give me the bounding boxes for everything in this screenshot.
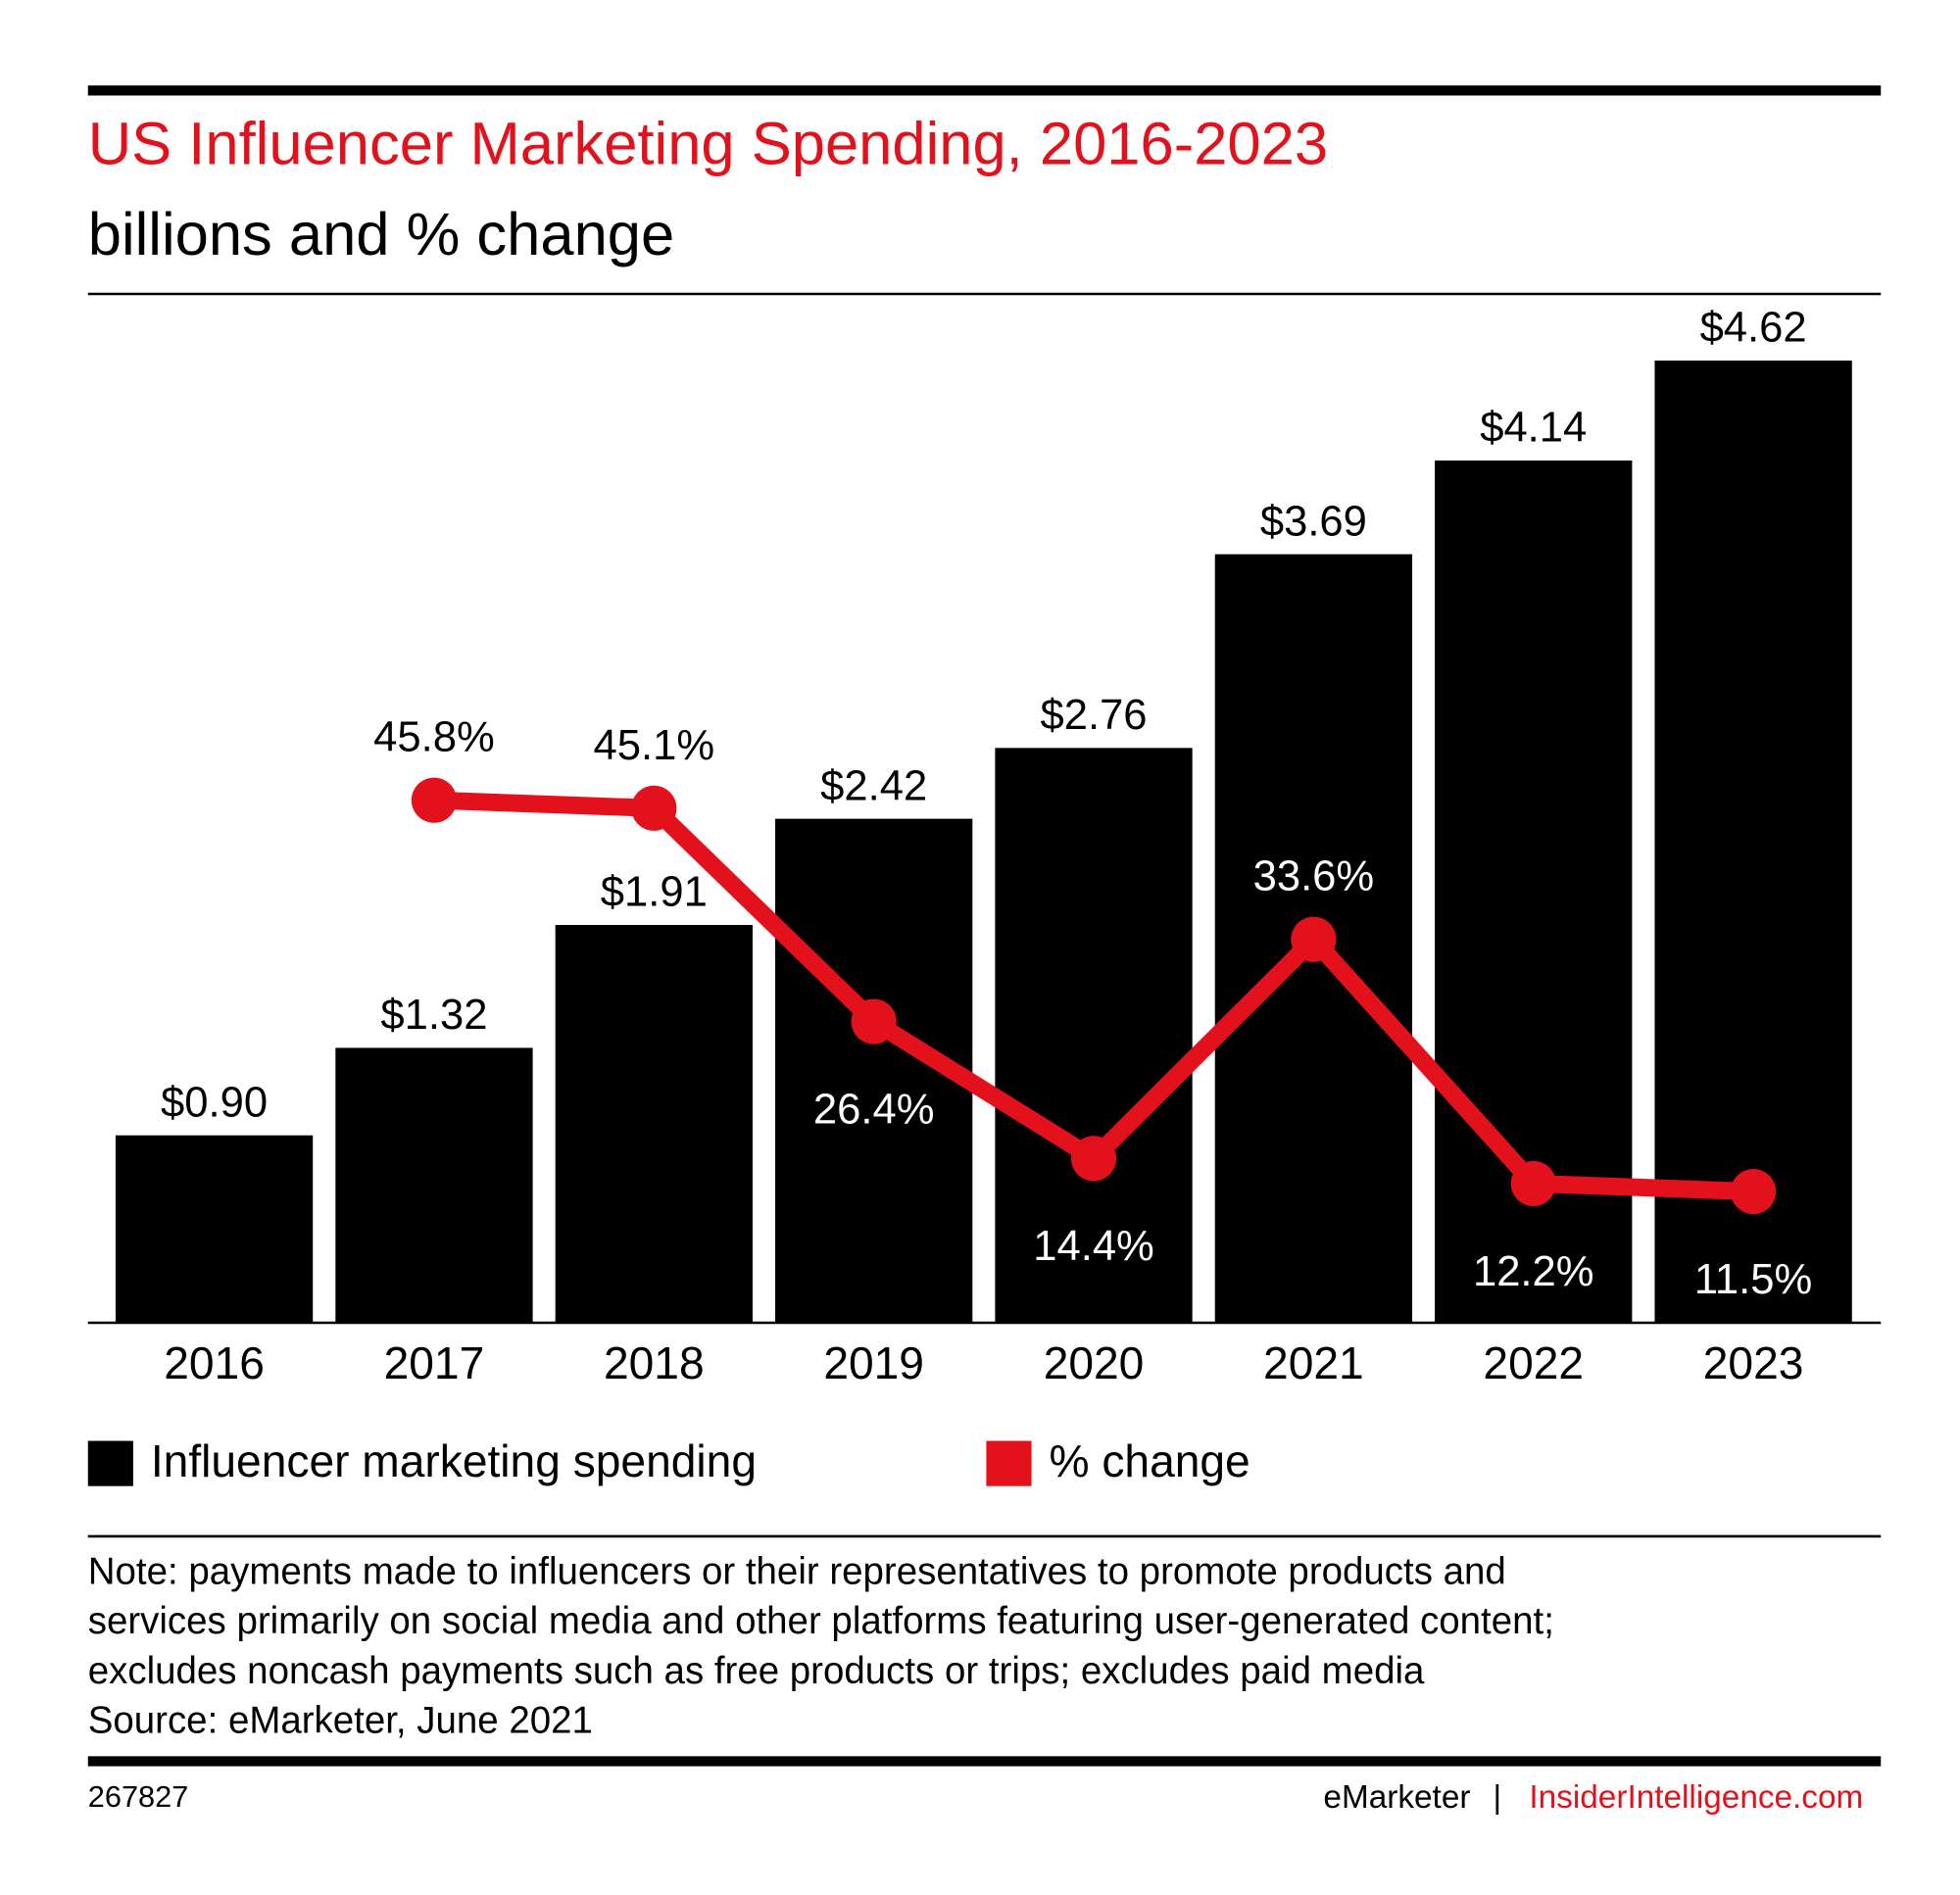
- percent-dot: [1070, 1136, 1117, 1182]
- percent-dot: [1291, 916, 1337, 962]
- bar: [1654, 360, 1852, 1324]
- bar-value-label: $4.62: [1700, 305, 1807, 352]
- chart-subtitle: billions and % change: [88, 201, 674, 268]
- bar: [555, 925, 753, 1324]
- bar-value-label: $0.90: [161, 1079, 268, 1126]
- website: InsiderIntelligence.com: [1529, 1779, 1863, 1816]
- x-tick-label: 2023: [1703, 1337, 1804, 1388]
- bar-value-label: $1.91: [601, 869, 708, 916]
- percent-value-label: 26.4%: [813, 1086, 935, 1133]
- bar-value-label: $4.14: [1480, 405, 1587, 452]
- note-line: services primarily on social media and o…: [88, 1600, 1554, 1642]
- brand: eMarketer: [1323, 1779, 1470, 1816]
- note-line: excludes noncash payments such as free p…: [88, 1650, 1425, 1692]
- percent-dot: [851, 998, 897, 1045]
- bar: [995, 748, 1193, 1324]
- bar: [335, 1047, 533, 1324]
- separator: |: [1494, 1779, 1502, 1816]
- x-tick-label: 2021: [1263, 1337, 1364, 1388]
- bar-value-label: $3.69: [1260, 498, 1367, 545]
- footer-credit: eMarketer | InsiderIntelligence.com: [1323, 1779, 1863, 1816]
- percent-value-label: 12.2%: [1473, 1248, 1594, 1295]
- chart-title: US Influencer Marketing Spending, 2016-2…: [88, 111, 1328, 178]
- percent-value-label: 45.8%: [373, 714, 495, 761]
- x-tick-label: 2016: [164, 1337, 265, 1388]
- legend-label: % change: [1050, 1435, 1250, 1486]
- percent-value-label: 45.1%: [594, 722, 715, 769]
- note-line: Source: eMarketer, June 2021: [88, 1700, 593, 1742]
- percent-dot: [631, 785, 677, 831]
- x-tick-label: 2017: [384, 1337, 485, 1388]
- bar-value-label: $2.76: [1040, 692, 1147, 739]
- percent-value-label: 14.4%: [1033, 1223, 1154, 1270]
- bar-value-label: $1.32: [380, 992, 487, 1039]
- percent-dot: [1731, 1169, 1777, 1215]
- x-tick-label: 2018: [604, 1337, 705, 1388]
- chart-id: 267827: [88, 1779, 189, 1814]
- legend-swatch: [87, 1440, 133, 1486]
- legend-swatch: [986, 1440, 1032, 1486]
- percent-value-label: 33.6%: [1253, 853, 1375, 900]
- bar-value-label: $2.42: [820, 762, 927, 809]
- percent-dot: [1510, 1160, 1556, 1207]
- x-tick-label: 2022: [1483, 1337, 1584, 1388]
- percent-dot: [411, 777, 458, 823]
- legend-label: Influencer marketing spending: [151, 1435, 757, 1486]
- bar: [115, 1135, 314, 1324]
- x-tick-label: 2019: [823, 1337, 924, 1388]
- percent-value-label: 11.5%: [1694, 1256, 1812, 1303]
- x-tick-label: 2020: [1044, 1337, 1145, 1388]
- note-line: Note: payments made to influencers or th…: [88, 1551, 1506, 1593]
